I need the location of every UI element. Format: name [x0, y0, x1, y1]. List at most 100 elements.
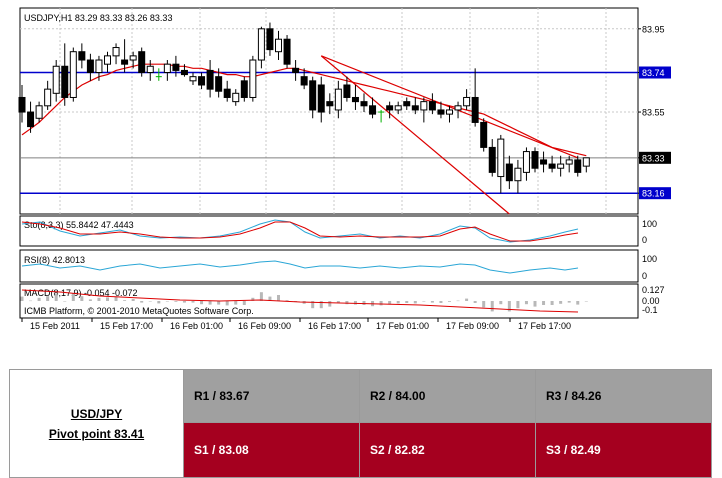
candle [198, 72, 206, 90]
candle [420, 97, 428, 123]
candle [257, 26, 265, 69]
macd-bar [388, 301, 392, 305]
resistance-r3: R3 / 84.26 [535, 369, 712, 423]
candle [522, 147, 530, 181]
candle [403, 97, 411, 110]
candle [206, 60, 214, 98]
rsi-tick-low: 0 [642, 271, 647, 281]
x-tick-label: 16 Feb 01:00 [170, 321, 223, 330]
macd-bar [148, 301, 152, 302]
macd-bar [208, 301, 212, 305]
candle [146, 60, 154, 81]
macd-bar [20, 296, 24, 301]
macd-bar [430, 301, 434, 303]
x-tick-label: 15 Feb 2011 [30, 321, 80, 330]
macd-tick-low: -0.1 [642, 305, 658, 315]
macd-bar [524, 301, 528, 305]
macd-bar [182, 301, 186, 303]
candle [240, 76, 248, 102]
candle [86, 53, 94, 81]
candle [78, 43, 86, 69]
rsi-label: RSI(8) 42.8013 [24, 255, 85, 265]
candle [27, 101, 35, 133]
candle [488, 139, 496, 177]
macd-bar [422, 301, 426, 302]
x-tick-label: 17 Feb 17:00 [518, 321, 571, 330]
macd-bar [559, 301, 563, 304]
candle [61, 43, 69, 106]
rsi-tick-high: 100 [642, 254, 657, 264]
candle [334, 80, 342, 119]
macd-bar [242, 301, 246, 305]
candle [104, 51, 111, 73]
macd-bar [533, 301, 537, 307]
macd-bar [37, 297, 41, 301]
macd-bar [465, 298, 469, 301]
price-tick-label: 83.95 [642, 24, 665, 34]
x-tick-label: 17 Feb 09:00 [446, 321, 499, 330]
macd-bar [576, 301, 580, 305]
macd-bar [499, 301, 503, 305]
support-s2: S2 / 82.82 [359, 422, 536, 478]
candle [283, 35, 291, 69]
candle [505, 155, 513, 190]
x-tick-label: 16 Feb 17:00 [308, 321, 361, 330]
candle [189, 72, 197, 85]
candle [180, 64, 188, 77]
macd-bar [567, 301, 571, 303]
macd-bar [328, 301, 332, 307]
price-tag [639, 151, 671, 164]
macd-bar [439, 301, 443, 303]
candle [343, 76, 351, 102]
macd-bar [106, 297, 109, 301]
resistance-r1: R1 / 83.67 [183, 369, 360, 423]
candle [300, 68, 308, 90]
candle [326, 93, 334, 115]
macd-bar [217, 301, 221, 305]
macd-tick-high: 0.127 [642, 285, 665, 295]
macd-bar [200, 301, 204, 305]
candle [497, 134, 505, 194]
candle [223, 80, 231, 102]
macd-bar [584, 301, 588, 302]
macd-bar [268, 296, 272, 301]
stochastic-label: Sto(8,3,3) 55.8442 47.4443 [24, 220, 134, 230]
macd-bar [46, 296, 50, 301]
macd-bar [191, 301, 195, 303]
x-tick-label: 16 Feb 09:00 [238, 321, 291, 330]
macd-bar [353, 301, 357, 305]
macd-bar [131, 299, 135, 301]
price-tag [639, 66, 671, 79]
macd-bar [550, 301, 554, 305]
stochastic-signal-line [21, 221, 579, 242]
macd-bar [165, 301, 169, 302]
candle [394, 101, 402, 115]
x-tick-label: 15 Feb 17:00 [100, 321, 153, 330]
candle [112, 43, 120, 65]
macd-bar [311, 301, 315, 309]
candle [351, 84, 359, 110]
macd-bar [490, 301, 494, 312]
candle [266, 22, 274, 56]
pivot-title-cell: USD/JPY Pivot point 83.41 [9, 369, 184, 478]
candle [52, 60, 60, 102]
candle [437, 101, 445, 119]
macd-bar [174, 301, 178, 302]
price-chart: USDJPY,H1 83.29 83.33 83.26 83.33 83.95 8… [18, 7, 671, 330]
macd-bar [97, 297, 101, 301]
price-tick-label: 83.16 [642, 189, 665, 199]
candle [18, 84, 26, 123]
macd-bar [516, 301, 520, 309]
x-tick-label: 17 Feb 01:00 [376, 321, 429, 330]
macd-bar [123, 300, 127, 301]
candle [463, 89, 471, 110]
macd-bar [277, 295, 280, 301]
candle [540, 151, 548, 173]
candle [249, 55, 257, 102]
candle [69, 47, 77, 102]
candle [172, 55, 180, 77]
candle [480, 118, 488, 152]
stochastic-tick-low: 0 [642, 235, 647, 245]
macd-bar [456, 300, 460, 302]
macd-bar [336, 301, 340, 303]
